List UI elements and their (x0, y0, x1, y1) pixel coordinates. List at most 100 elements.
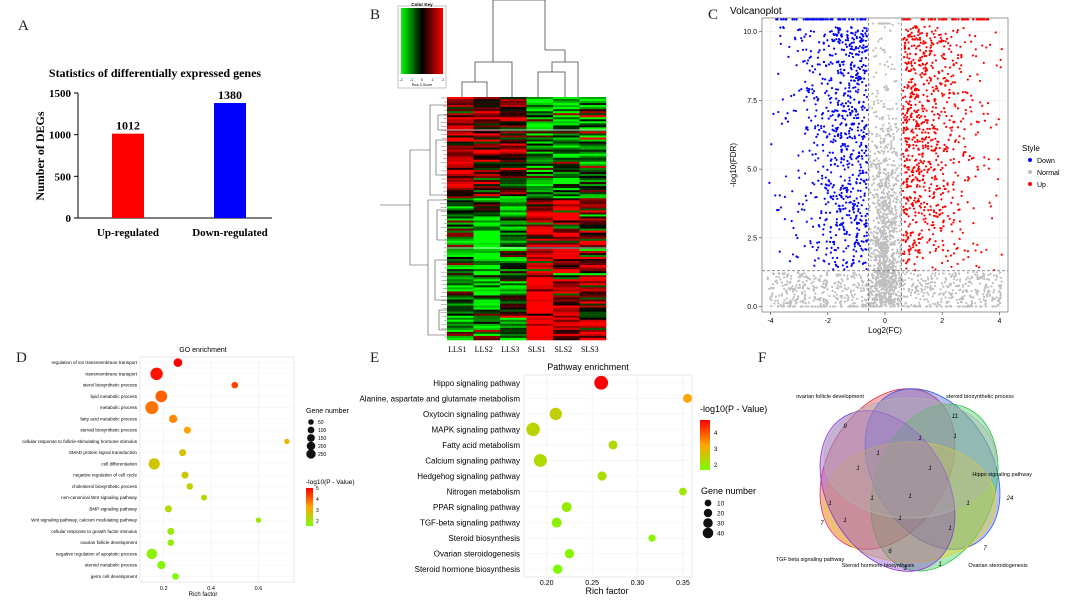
volcano-point (917, 301, 921, 304)
volcano-point (818, 73, 822, 76)
heatmap-cell (553, 299, 580, 302)
volcano-point (878, 168, 881, 171)
volcano-point (840, 121, 843, 125)
volcano-point (902, 107, 905, 110)
volcano-point (828, 30, 832, 33)
volcano-point (863, 289, 866, 292)
volcano-point (917, 162, 920, 165)
volcano-point (908, 118, 911, 121)
volcano-point (932, 32, 935, 36)
volcano-point (988, 293, 991, 296)
volcano-point (895, 230, 898, 233)
volcano-point (896, 166, 899, 170)
volcano-point (858, 45, 862, 48)
volcano-point (905, 158, 909, 162)
volcano-point (907, 60, 910, 64)
volcano-point (880, 161, 883, 165)
heatmap-cell (553, 230, 580, 233)
volcano-point (926, 282, 930, 286)
volcano-point (804, 80, 807, 83)
volcano-point (893, 219, 896, 223)
volcano-point (925, 79, 929, 82)
volcano-point (799, 300, 802, 303)
volcano-point (935, 211, 938, 215)
volcano-point (851, 296, 855, 299)
volcano-point (934, 127, 937, 130)
volcano-point (910, 64, 914, 67)
volcano-point (812, 288, 815, 291)
volcano-point (799, 305, 803, 308)
heatmap-cell (579, 155, 607, 159)
heatmap-cell (500, 216, 527, 219)
heatmap-cell (579, 317, 607, 321)
volcano-point (830, 77, 833, 80)
heatmap-cell (447, 261, 474, 264)
volcano-point (812, 90, 816, 93)
heatmap-cell (526, 321, 554, 325)
chart-e-term-label: Calcium signaling pathway (425, 456, 520, 465)
volcano-point (919, 159, 922, 162)
volcano-point (942, 77, 945, 80)
heatmap-cell (553, 147, 580, 150)
volcano-point (952, 211, 955, 215)
volcano-point (883, 264, 886, 267)
volcano-point (829, 251, 832, 254)
volcano-point (943, 122, 946, 125)
volcano-point (880, 181, 883, 184)
volcano-point (943, 45, 946, 48)
volcano-point (958, 298, 961, 301)
volcano-point (792, 109, 795, 112)
volcano-point (918, 249, 921, 252)
volcano-point (978, 276, 981, 279)
heatmap-cell (500, 137, 527, 140)
volcano-point (955, 247, 958, 250)
volcano-point (969, 105, 972, 109)
heatmap-cell (553, 121, 580, 124)
volcano-point (883, 212, 886, 215)
volcano-point (833, 191, 836, 194)
volcano-point (863, 126, 866, 129)
volcano-point (935, 247, 938, 251)
volcano-point (885, 180, 888, 183)
volcano-point (853, 293, 857, 296)
heatmap-cell (526, 99, 554, 102)
heatmap-cell (447, 220, 474, 223)
heatmap-cell (553, 105, 580, 108)
volcano-point (955, 44, 958, 47)
heatmap-cell (473, 129, 501, 132)
volcano-point (875, 217, 879, 220)
volcano-point (858, 273, 861, 276)
heatmap-cell (579, 99, 607, 102)
volcano-point (803, 284, 807, 287)
heatmap-cell (526, 295, 554, 298)
volcano-point (967, 255, 970, 259)
volcano-point (935, 152, 938, 155)
chart-e-dot (679, 487, 687, 496)
heatmap-cell (579, 169, 607, 173)
volcano-point (883, 49, 886, 52)
volcano-point (851, 305, 854, 308)
volcano-point (961, 18, 965, 21)
volcano-point (872, 75, 875, 79)
volcano-point (924, 145, 927, 148)
chart-a-ytick-label: 1500 (49, 88, 72, 100)
venn-set-ellipse (819, 410, 956, 572)
volcano-point (861, 295, 864, 299)
heatmap-cell (447, 169, 474, 173)
volcano-point (948, 272, 951, 276)
volcano-point (956, 262, 959, 266)
volcano-point (896, 239, 899, 242)
chart-d-dot (183, 426, 191, 434)
volcano-point (818, 63, 821, 66)
volcano-point (785, 297, 788, 300)
heatmap-cell (579, 263, 607, 266)
volcano-point (831, 141, 835, 144)
volcano-point (851, 187, 855, 190)
heatmap-cell (526, 135, 554, 138)
volcano-point (888, 184, 891, 188)
volcano-point (869, 228, 872, 231)
chart-d-term-label: fatty acid metabolic process (80, 416, 137, 421)
volcano-point (853, 245, 856, 248)
volcano-point (926, 141, 930, 145)
volcano-point (951, 196, 954, 199)
